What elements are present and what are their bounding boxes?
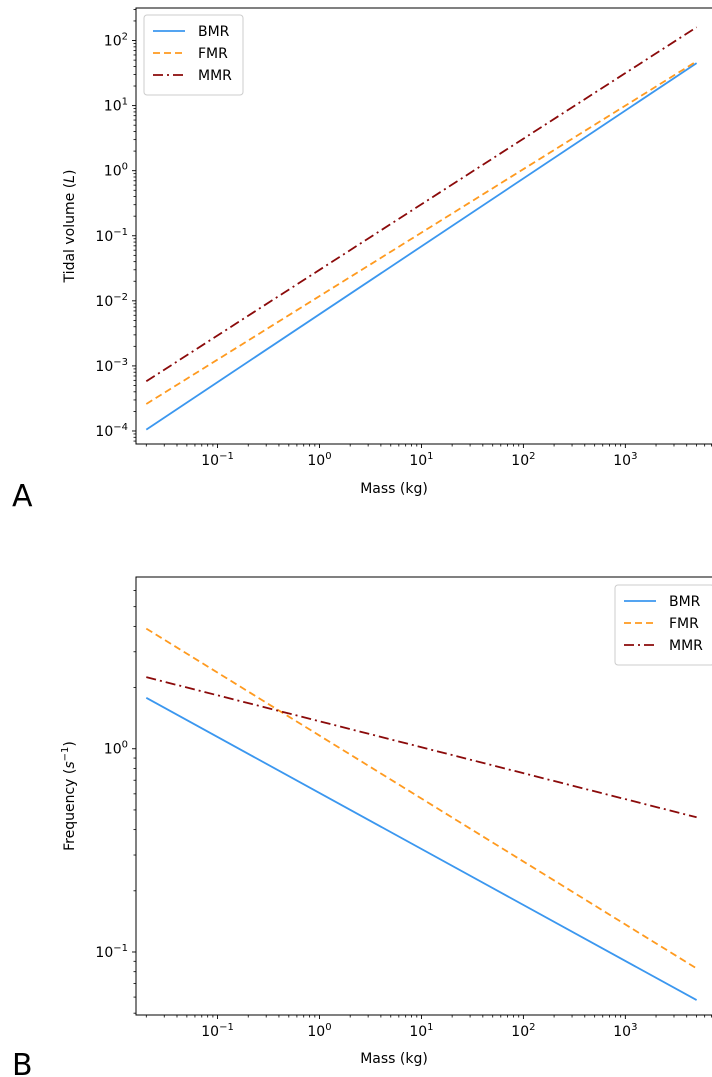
y-tick-label: 10−2 bbox=[95, 292, 128, 310]
x-axis-label: Mass (kg) bbox=[360, 1051, 428, 1067]
x-axis-label: Mass (kg) bbox=[360, 481, 428, 497]
legend-label-mmr: MMR bbox=[198, 68, 232, 84]
legend-label-mmr: MMR bbox=[669, 638, 703, 654]
dog-icon bbox=[444, 245, 479, 271]
x-tick-label: 101 bbox=[409, 1022, 433, 1040]
rat-icon bbox=[270, 364, 302, 380]
legend-label-fmr: FMR bbox=[669, 616, 699, 632]
legend: BMR FMR MMR bbox=[143, 14, 244, 96]
elephant-icon bbox=[671, 82, 712, 120]
plot-frame bbox=[135, 7, 712, 445]
y-axis-label: Tidal volume (L) bbox=[62, 170, 78, 284]
mouse-icon bbox=[174, 657, 198, 676]
elephant-icon bbox=[671, 750, 712, 788]
x-tick-label: 100 bbox=[307, 451, 331, 469]
cat-icon bbox=[372, 298, 391, 319]
legend-label-bmr: BMR bbox=[198, 24, 230, 40]
dog-icon bbox=[449, 727, 484, 753]
horse-icon bbox=[577, 151, 608, 188]
series-line-mmr bbox=[146, 676, 697, 819]
y-tick-label: 102 bbox=[104, 32, 128, 50]
x-tick-label: 10−1 bbox=[201, 451, 234, 469]
panel-label: B bbox=[12, 1048, 33, 1077]
series-line-fmr bbox=[145, 627, 698, 970]
cat-icon bbox=[375, 705, 394, 726]
x-tick-label: 100 bbox=[307, 1022, 331, 1040]
y-tick-label: 101 bbox=[104, 97, 128, 115]
x-tick-label: 10−1 bbox=[201, 1022, 234, 1040]
legend: BMR FMR MMR bbox=[614, 584, 712, 666]
y-tick-label: 10−3 bbox=[95, 357, 128, 375]
legend-label-fmr: FMR bbox=[198, 46, 228, 62]
x-tick-label: 102 bbox=[511, 451, 535, 469]
x-tick-label: 101 bbox=[409, 451, 433, 469]
legend-label-bmr: BMR bbox=[669, 594, 701, 610]
series-line-bmr bbox=[145, 62, 698, 431]
series-line-bmr bbox=[145, 697, 698, 1001]
human-icon bbox=[506, 722, 522, 769]
rat-icon bbox=[270, 683, 302, 699]
cow-icon bbox=[605, 752, 651, 776]
x-tick-label: 103 bbox=[613, 1022, 637, 1040]
series-line-fmr bbox=[145, 60, 698, 405]
x-tick-label: 103 bbox=[613, 451, 637, 469]
plot-frame bbox=[135, 576, 712, 1016]
mouse-icon bbox=[183, 419, 207, 438]
x-tick-label: 102 bbox=[511, 1022, 535, 1040]
horse-icon bbox=[566, 736, 597, 773]
panel-label: A bbox=[12, 479, 33, 514]
y-tick-label: 100 bbox=[104, 162, 128, 180]
human-icon bbox=[500, 201, 516, 248]
y-axis-label: Frequency (s−1) bbox=[60, 741, 78, 851]
panel-b: 10−1 100 101 102 103 10−1 100 Mass (kg) Frequenc… bbox=[12, 576, 712, 1077]
y-tick-label: 10−4 bbox=[95, 422, 128, 440]
panel-a: 10−1 100 101 102 103 10−4 10−3 10−2 10−1 100 101 10… bbox=[12, 7, 712, 514]
y-tick-label: 10−1 bbox=[95, 943, 128, 961]
cow-icon bbox=[605, 129, 651, 153]
y-tick-label: 10−1 bbox=[95, 227, 128, 245]
y-tick-label: 100 bbox=[104, 740, 128, 758]
series-line-mmr bbox=[145, 26, 698, 383]
